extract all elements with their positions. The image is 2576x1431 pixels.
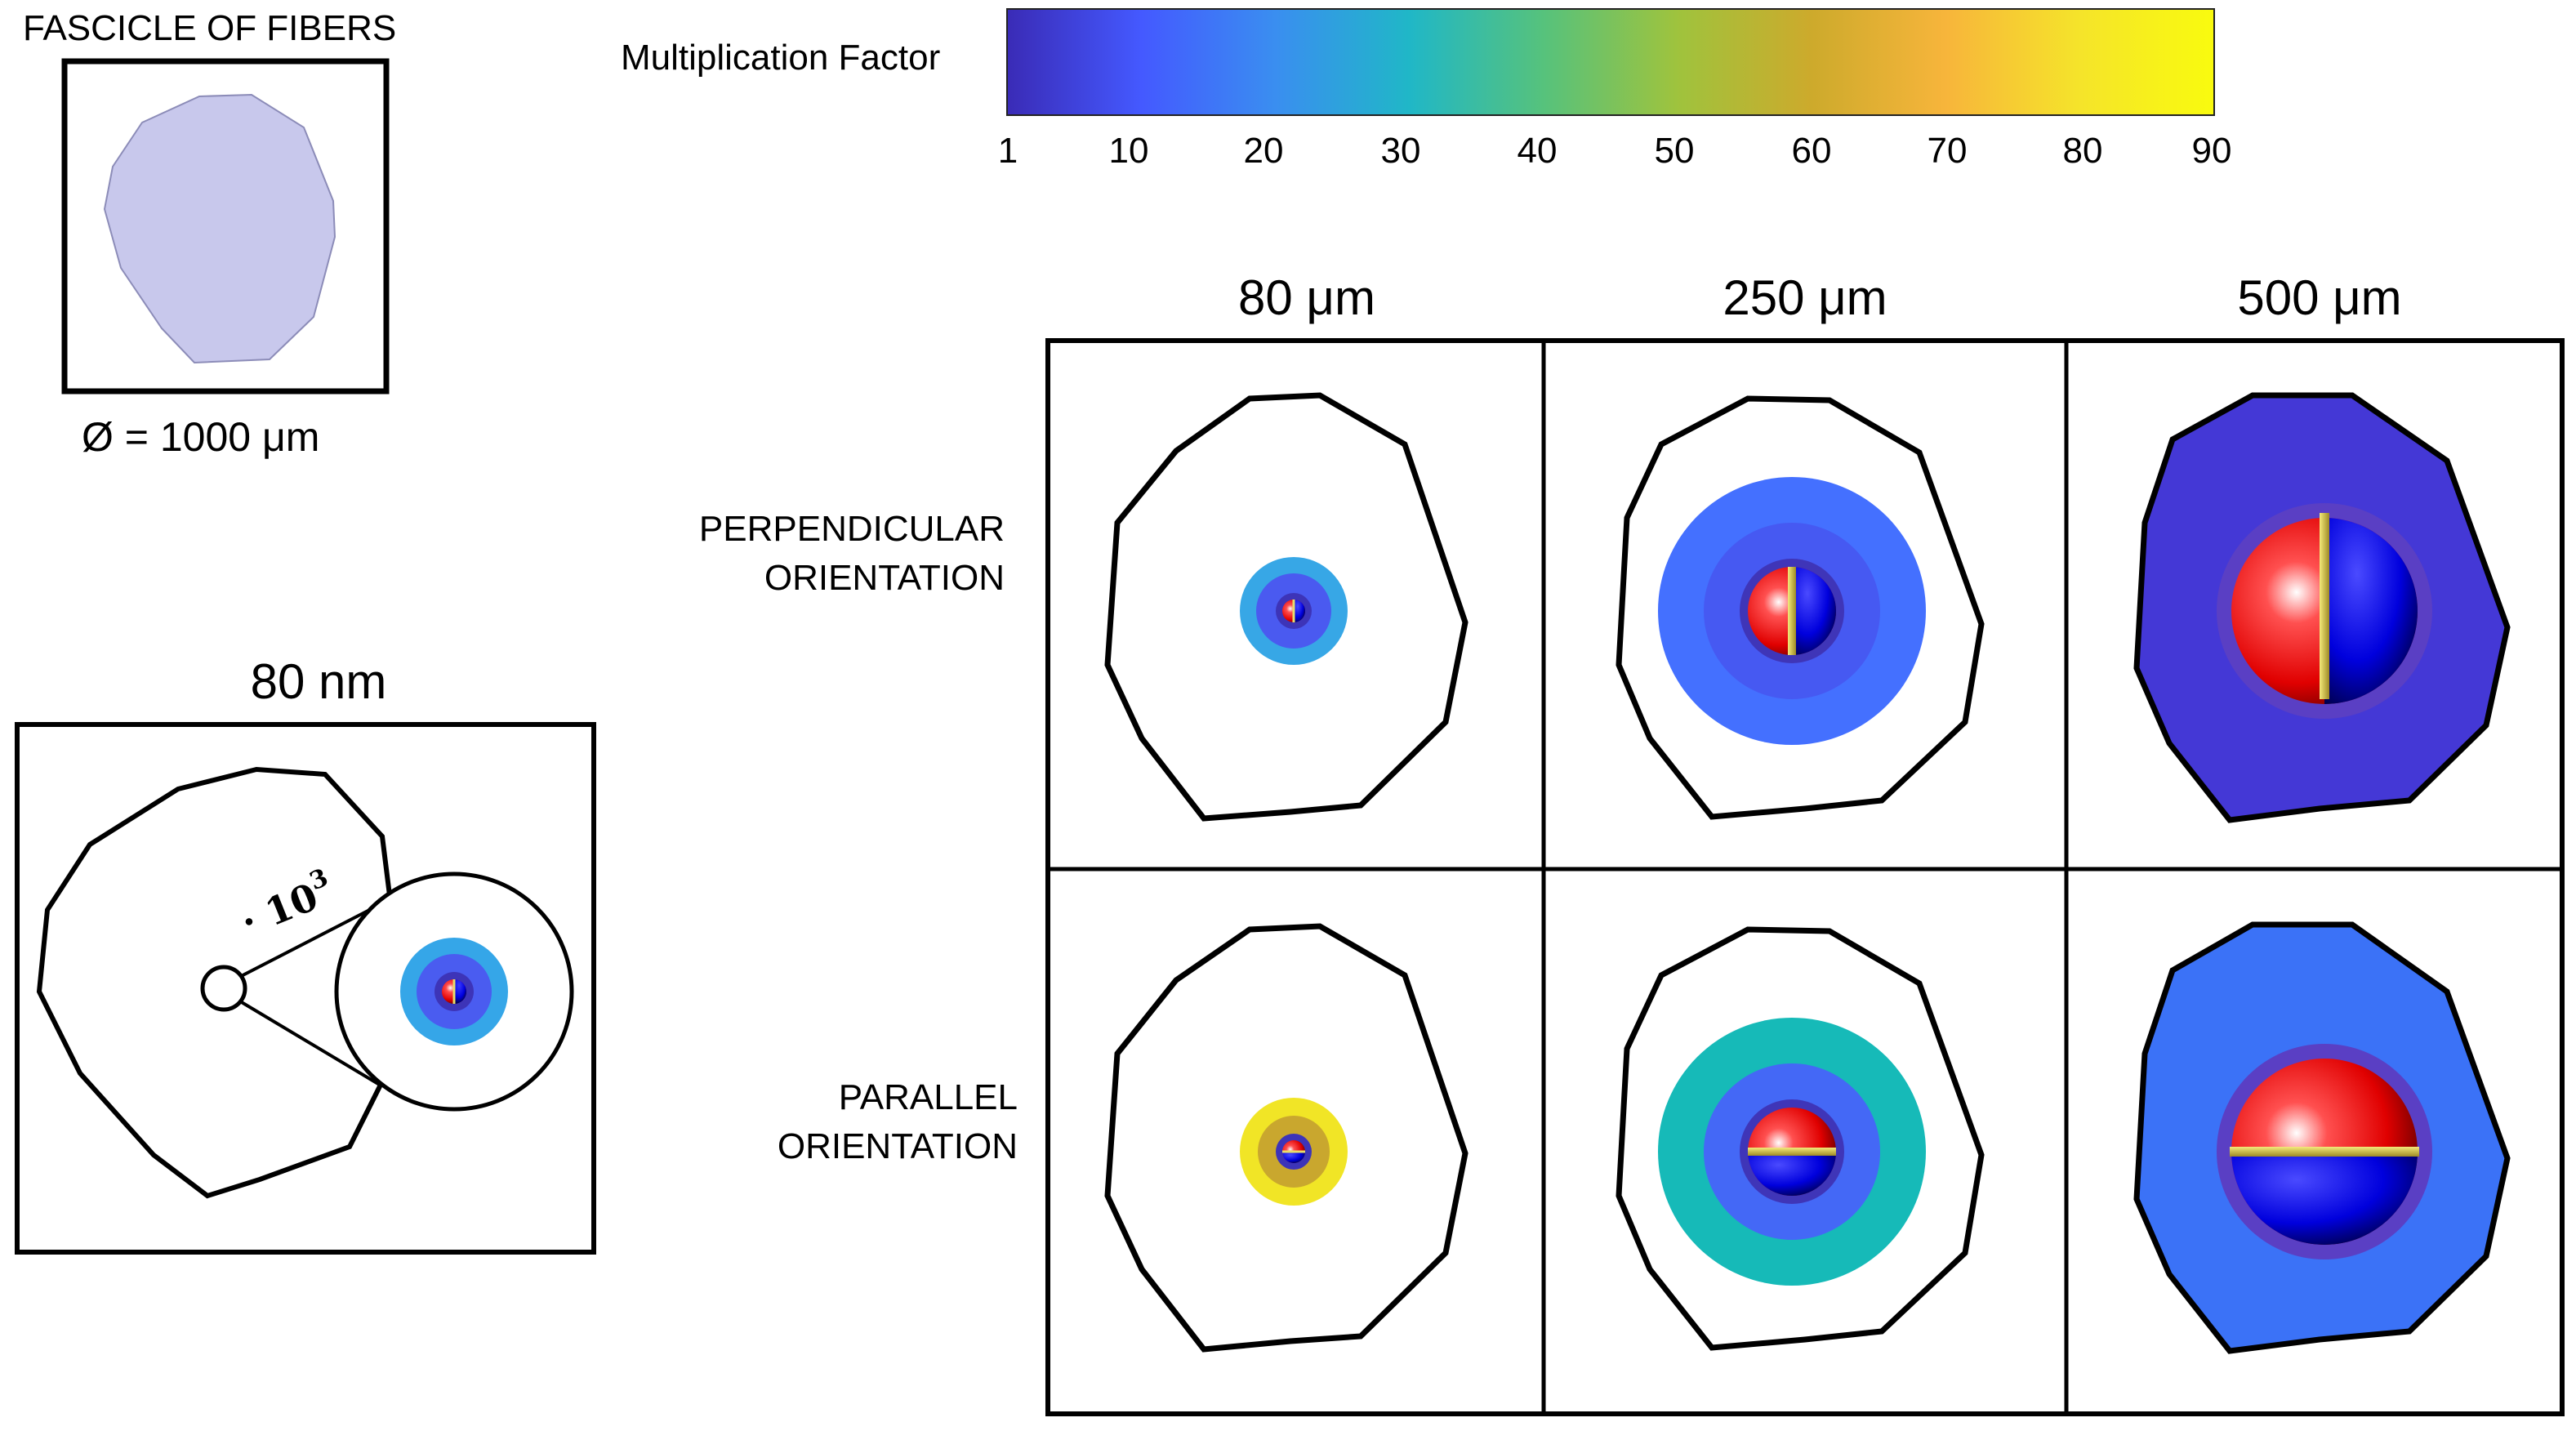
row-label-parallel: PARALLEL ORIENTATION (629, 1073, 1018, 1171)
row-label-line: ORIENTATION (764, 558, 1005, 598)
panel-perpendicular-250um (1616, 395, 1985, 820)
inset-title: 80 nm (250, 654, 387, 709)
row-label-line: ORIENTATION (777, 1126, 1018, 1166)
colorbar-tick: 40 (1517, 131, 1558, 171)
row-label-line: PERPENDICULAR (698, 509, 1005, 549)
row-label-perpendicular: PERPENDICULAR ORIENTATION (621, 505, 1005, 603)
colorbar: 1 10 20 30 40 50 60 70 80 90 (998, 8, 2231, 180)
fascicle-shape (103, 93, 336, 364)
colorbar-tick: 70 (1927, 131, 1968, 171)
colorbar-tick: 50 (1654, 131, 1695, 171)
colorbar-tick: 80 (2062, 131, 2103, 171)
inset-diagram: · 103 (15, 722, 596, 1255)
row-label-line: PARALLEL (838, 1077, 1018, 1117)
results-grid (1045, 338, 2565, 1416)
panel-parallel-80um (1104, 923, 1468, 1353)
column-header-250um: 250 μm (1723, 270, 1887, 325)
colorbar-tick: 1 (997, 131, 1018, 171)
colorbar-gradient (1006, 8, 2215, 116)
colorbar-tick: 90 (2191, 131, 2232, 171)
panel-perpendicular-80um (1104, 392, 1468, 822)
fascicle-diameter-label: Ø = 1000 μm (82, 414, 320, 460)
colorbar-tick: 30 (1380, 131, 1421, 171)
colorbar-tick: 20 (1243, 131, 1284, 171)
fascicle-title: FASCICLE OF FIBERS (23, 8, 397, 48)
column-header-80um: 80 μm (1238, 270, 1375, 325)
colorbar-tick: 10 (1108, 131, 1149, 171)
panel-parallel-250um (1616, 926, 1985, 1351)
panel-perpendicular-500um (2133, 392, 2511, 823)
column-header-500um: 500 μm (2237, 270, 2402, 325)
colorbar-tick: 60 (1791, 131, 1832, 171)
panel-parallel-500um (2133, 921, 2511, 1354)
zoom-source-circle (200, 965, 247, 1012)
colorbar-label: Multiplication Factor (621, 38, 941, 78)
fascicle-diagram (61, 58, 390, 395)
